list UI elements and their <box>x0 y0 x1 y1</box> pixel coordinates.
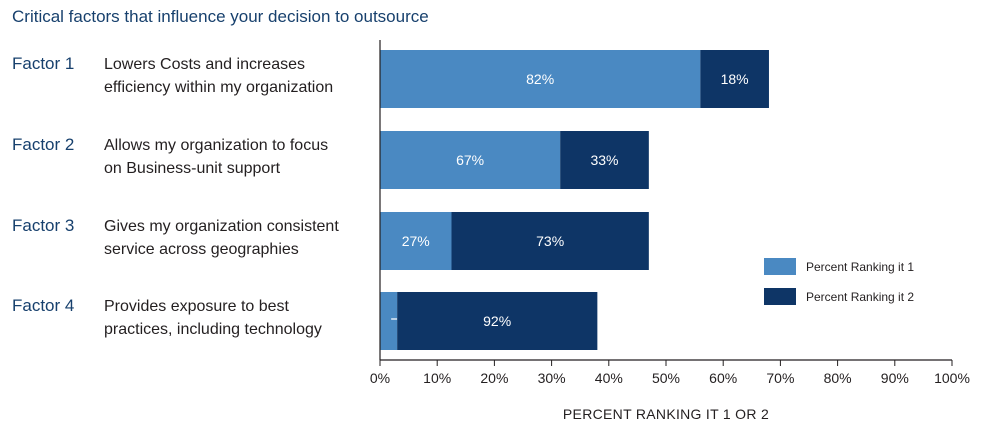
x-tick-label: 30% <box>538 370 566 386</box>
bar-segment <box>397 292 598 350</box>
bar-segment <box>380 212 452 270</box>
x-tick-label: 20% <box>480 370 508 386</box>
factor-description-line: efficiency within my organization <box>104 79 333 96</box>
bars: 82%18%67%33%27%73%8%92% <box>380 50 769 350</box>
x-tick-label: 70% <box>766 370 794 386</box>
x-tick-label: 100% <box>934 370 970 386</box>
legend-label: Percent Ranking it 1 <box>806 260 914 274</box>
bar-value-label: 33% <box>590 152 618 168</box>
bar-segment <box>451 212 649 270</box>
x-axis-ticks: 0% 10% 20% 30% 40% 50% 60% 70% 80% 90% 100% <box>370 360 970 386</box>
bar-value-label: 82% <box>526 71 554 87</box>
legend-swatch <box>764 258 796 275</box>
x-tick-label: 80% <box>824 370 852 386</box>
factor-description-line: practices, including technology <box>104 321 322 338</box>
x-tick-label: 60% <box>709 370 737 386</box>
x-tick-label: 40% <box>595 370 623 386</box>
factor-label: Factor 1 <box>12 54 74 73</box>
x-tick-label: 10% <box>423 370 451 386</box>
bar-segment <box>380 131 561 189</box>
bar-segment <box>560 131 649 189</box>
factor-label: Factor 4 <box>12 296 74 315</box>
factor-description-line: Allows my organization to focus <box>104 137 328 154</box>
bar-value-label: 92% <box>483 313 511 329</box>
x-tick-label: 90% <box>881 370 909 386</box>
factor-description-line: Gives my organization consistent <box>104 218 339 235</box>
factor-description-line: service across geographies <box>104 241 299 258</box>
chart-title: Critical factors that influence your dec… <box>12 7 429 26</box>
factor-description-line: Provides exposure to best <box>104 298 290 315</box>
x-tick-label: 50% <box>652 370 680 386</box>
bar-value-label: 18% <box>721 71 749 87</box>
legend-label: Percent Ranking it 2 <box>806 290 914 304</box>
factor-description-line: Lowers Costs and increases <box>104 56 305 73</box>
bar-segment <box>380 292 398 350</box>
factor-label: Factor 2 <box>12 135 74 154</box>
legend: Percent Ranking it 1 Percent Ranking it 2 <box>764 258 914 305</box>
bar-value-label: 67% <box>456 152 484 168</box>
bar-value-label: 73% <box>536 233 564 249</box>
x-tick-label: 0% <box>370 370 390 386</box>
bar-segment <box>700 50 769 108</box>
legend-swatch <box>764 288 796 305</box>
factor-description-line: on Business-unit support <box>104 160 281 177</box>
bar-segment <box>380 50 701 108</box>
category-labels: Factor 1 Lowers Costs and increases effici… <box>12 54 339 338</box>
factor-label: Factor 3 <box>12 216 74 235</box>
bar-value-label: 27% <box>402 233 430 249</box>
x-axis-label: PERCENT RANKING IT 1 OR 2 <box>563 406 769 422</box>
